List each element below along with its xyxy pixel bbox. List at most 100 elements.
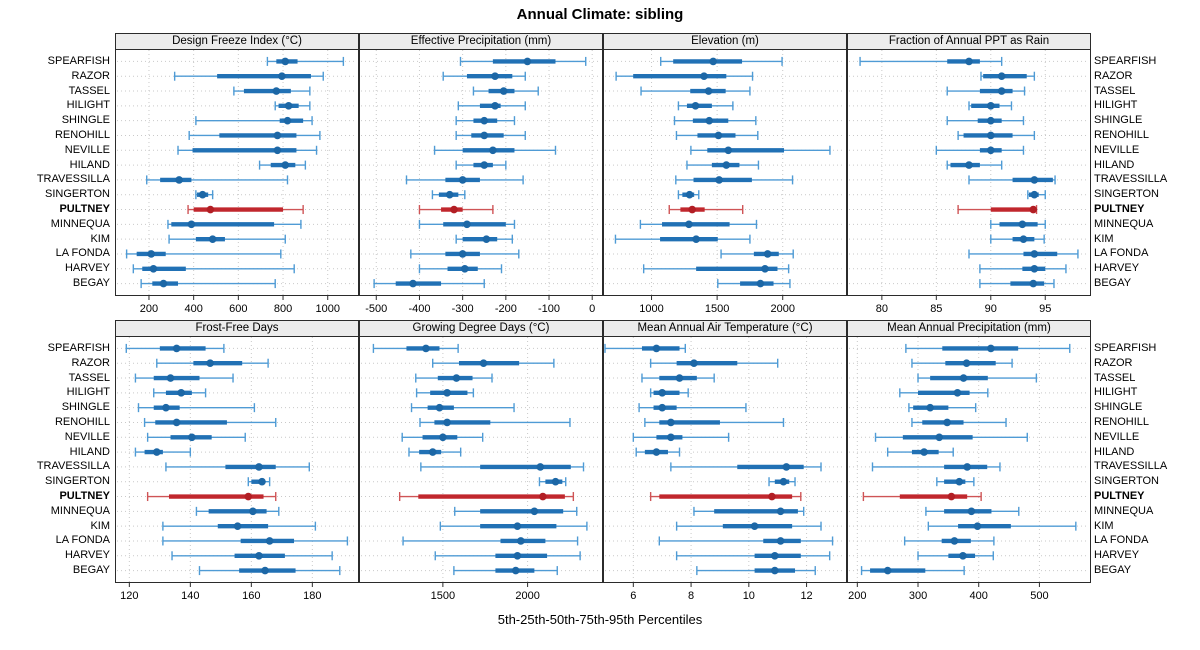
station-label-left: TRAVESSILLA xyxy=(36,173,110,186)
station-label-left: HILAND xyxy=(69,158,110,171)
station-series-hiland xyxy=(258,160,307,170)
station-label-right: SHINGLE xyxy=(1094,401,1143,414)
station-series-singerton xyxy=(247,477,271,487)
station-series-hilight xyxy=(457,101,526,111)
station-label-right: TASSEL xyxy=(1094,371,1136,384)
x-tick-label: 140 xyxy=(181,590,199,602)
station-label-left: NEVILLE xyxy=(64,430,110,443)
station-series-razor xyxy=(442,71,526,81)
station-label-left: TASSEL xyxy=(68,84,110,97)
station-label-right: MINNEQUA xyxy=(1094,504,1154,517)
station-series-minnequa xyxy=(195,506,280,516)
station-label-right: KIM xyxy=(1094,519,1114,532)
x-tick-label: -500 xyxy=(365,303,387,315)
station-series-pultney xyxy=(398,492,575,502)
station-series-begay xyxy=(198,566,341,576)
station-series-travessilla xyxy=(146,175,289,185)
station-label-left: HILIGHT xyxy=(66,99,110,112)
station-label-right: KIM xyxy=(1094,232,1114,245)
station-series-la-fonda xyxy=(402,536,579,546)
station-series-hiland xyxy=(686,160,760,170)
x-tick-label: -300 xyxy=(452,303,474,315)
station-label-left: PULTNEY xyxy=(59,203,110,216)
panel-plot: -500 -400 -300 -200 -100 0 xyxy=(359,49,603,315)
station-series-pultney xyxy=(668,205,744,215)
station-series-shingle xyxy=(195,116,313,126)
station-label-right: SPEARFISH xyxy=(1094,341,1157,354)
x-tick-label: 95 xyxy=(1039,303,1051,315)
station-series-minnequa xyxy=(990,219,1046,229)
station-series-kim xyxy=(990,234,1045,244)
x-tick-label: 160 xyxy=(242,590,260,602)
station-series-hiland xyxy=(635,447,681,457)
station-label-left: LA FONDA xyxy=(55,247,110,260)
station-label-left: HILIGHT xyxy=(66,386,110,399)
x-tick-label: 0 xyxy=(589,303,595,315)
station-series-renohill xyxy=(675,130,759,140)
station-series-spearfish xyxy=(459,56,587,66)
station-series-la-fonda xyxy=(125,249,282,259)
station-series-tassel xyxy=(946,86,1026,96)
station-label-left: HILAND xyxy=(69,445,110,458)
x-tick-label: -200 xyxy=(495,303,517,315)
station-series-pultney xyxy=(957,205,1038,215)
station-series-razor xyxy=(649,358,779,368)
panel-header: Frost-Free Days xyxy=(115,320,359,337)
station-series-la-fonda xyxy=(903,536,995,546)
station-series-kim xyxy=(455,234,514,244)
station-label-right: TASSEL xyxy=(1094,84,1136,97)
station-series-singerton xyxy=(195,190,214,200)
station-label-left: RENOHILL xyxy=(54,128,110,141)
station-label-left: HARVEY xyxy=(64,549,110,562)
panel-header: Mean Annual Precipitation (mm) xyxy=(847,320,1091,337)
station-label-left: PULTNEY xyxy=(59,490,110,503)
station-series-razor xyxy=(156,358,269,368)
panel-plot: 6 8 10 12 xyxy=(603,336,847,602)
station-label-right: SINGERTON xyxy=(1094,188,1159,201)
station-series-singerton xyxy=(677,190,700,200)
station-series-harvey xyxy=(642,264,790,274)
station-series-razor xyxy=(173,71,324,81)
x-tick-label: 180 xyxy=(303,590,321,602)
station-series-singerton xyxy=(538,477,567,487)
station-series-neville xyxy=(690,145,831,155)
station-label-right: TRAVESSILLA xyxy=(1094,460,1168,473)
station-series-tassel xyxy=(641,373,715,383)
station-label-right: RENOHILL xyxy=(1094,128,1150,141)
station-label-left: SHINGLE xyxy=(61,401,110,414)
station-label-right: LA FONDA xyxy=(1094,247,1149,260)
station-label-left: TRAVESSILLA xyxy=(36,460,110,473)
station-series-hiland xyxy=(455,160,507,170)
station-series-tassel xyxy=(472,86,539,96)
station-label-left: TASSEL xyxy=(68,371,110,384)
x-tick-label: 120 xyxy=(120,590,138,602)
station-series-begay xyxy=(696,566,816,576)
station-label-left: RAZOR xyxy=(71,69,111,82)
x-tick-label: 200 xyxy=(140,303,158,315)
station-series-shingle xyxy=(908,403,977,413)
station-label-left: KIM xyxy=(90,232,110,245)
station-series-kim xyxy=(439,521,588,531)
x-tick-label: 2000 xyxy=(770,303,794,315)
station-series-hiland xyxy=(134,447,192,457)
panel-plot: 120 140 160 180 xyxy=(115,336,359,602)
station-series-hiland xyxy=(946,160,1003,170)
station-series-renohill xyxy=(455,130,526,140)
x-tick-label: 6 xyxy=(630,590,636,602)
station-series-singerton xyxy=(768,477,796,487)
station-label-right: PULTNEY xyxy=(1094,490,1145,503)
station-series-hilight xyxy=(899,388,989,398)
station-series-pultney xyxy=(146,492,277,502)
x-tick-label: 200 xyxy=(848,590,866,602)
station-series-shingle xyxy=(137,403,256,413)
station-series-razor xyxy=(615,71,754,81)
station-label-right: NEVILLE xyxy=(1094,143,1140,156)
station-series-renohill xyxy=(419,417,571,427)
station-series-neville xyxy=(146,432,246,442)
station-series-travessilla xyxy=(871,462,1001,472)
station-label-left: MINNEQUA xyxy=(50,217,110,230)
station-series-renohill xyxy=(911,417,1007,427)
station-label-left: SHINGLE xyxy=(61,114,110,127)
station-series-begay xyxy=(140,279,276,289)
station-series-renohill xyxy=(644,417,785,427)
